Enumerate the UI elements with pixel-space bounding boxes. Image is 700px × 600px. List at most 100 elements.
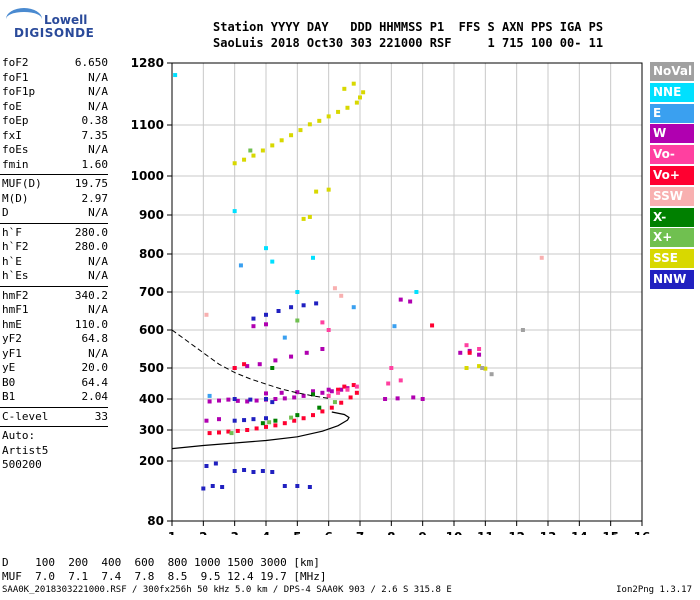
data-point-vo-: [336, 387, 341, 392]
data-point-w: [301, 393, 306, 398]
param-value: N/A: [88, 303, 108, 316]
param-value: 0.38: [81, 114, 109, 127]
y-tick-label: 300: [139, 423, 164, 437]
data-point-w: [477, 352, 482, 357]
data-point-nnw: [210, 484, 215, 488]
file-info-footer: SAA0K_2018303221000.RSF / 300fx256h 50 k…: [2, 585, 452, 595]
data-point-nnw: [232, 397, 237, 401]
data-point-w: [458, 350, 463, 355]
param-name: 500200: [2, 458, 42, 471]
data-point-vo-: [386, 381, 391, 386]
scaled-param-row: yE 20.0: [0, 361, 168, 376]
data-point-w: [411, 395, 416, 400]
data-point-sse: [289, 133, 294, 138]
param-name: hmF2: [2, 288, 29, 302]
data-point-w: [289, 354, 294, 359]
param-name: fxI: [2, 128, 22, 142]
param-value: 340.2: [74, 288, 108, 302]
x-tick-label: 1: [168, 530, 176, 535]
data-point-vo-: [217, 430, 221, 435]
ionogram-chart: 1234567891011121314151680200300400500600…: [131, 56, 650, 535]
x-tick-label: 14: [571, 530, 588, 535]
param-name: C-level: [2, 409, 49, 423]
param-name: fmin: [2, 157, 29, 171]
data-point-nnw: [232, 469, 237, 473]
data-point-nnw: [270, 400, 275, 405]
data-point-w: [295, 390, 300, 395]
data-point-nnw: [276, 309, 281, 313]
header-line2: SaoLuis 2018 Oct30 303 221000 RSF 1 715 …: [213, 36, 604, 50]
data-point-nnw: [295, 484, 300, 488]
data-point-vo-: [467, 350, 472, 355]
data-point-nne: [232, 209, 237, 214]
y-tick-label: 1000: [131, 169, 164, 183]
scaled-param-row: foF1 N/A: [0, 71, 168, 86]
scaled-param-row: B0 64.4: [0, 376, 168, 391]
data-point-w: [245, 364, 250, 369]
data-point-vo-: [232, 366, 237, 370]
data-point-vo-: [207, 431, 212, 436]
data-point-sse: [301, 216, 306, 221]
logo-line1: Lowell: [44, 13, 88, 27]
data-point-sse: [270, 143, 275, 148]
data-point-x-: [317, 405, 322, 410]
muf-dashed-curve: [171, 329, 329, 399]
param-value: N/A: [88, 269, 108, 282]
station-header: Station YYYY DAY DDD HHMMSS P1 FFS S AXN…: [213, 19, 603, 51]
data-point-sse: [342, 86, 347, 91]
data-point-w: [251, 324, 256, 329]
scaled-param-row: yF2 64.8: [0, 332, 168, 347]
data-point-vo-: [242, 362, 247, 367]
y-tick-label: 1100: [131, 118, 164, 132]
scaled-parameters-panel: foF2 6.650 foF1 N/A foF1p N/A foE N/A foEp 0.38 fx…: [0, 56, 168, 473]
data-point-w: [217, 398, 221, 403]
param-value: N/A: [88, 143, 108, 156]
distance-muf-table: D 100 200 400 600 800 1000 1500 3000 [km…: [2, 556, 327, 584]
data-point-noval: [520, 328, 525, 332]
data-point-w: [408, 299, 413, 304]
panel-separator: [0, 426, 108, 427]
x-tick-label: 9: [418, 530, 426, 535]
data-point-nnw: [251, 470, 256, 474]
data-point-vo-: [282, 421, 287, 426]
data-point-sse: [251, 153, 256, 158]
param-name: Auto:: [2, 429, 36, 442]
scaled-param-row: M(D) 2.97: [0, 192, 168, 207]
data-point-sse: [361, 90, 366, 95]
data-point-nnw: [264, 397, 268, 401]
data-point-x-: [267, 420, 272, 425]
data-point-nne: [414, 290, 419, 294]
param-value: 280.0: [74, 225, 108, 239]
data-point-e: [238, 263, 243, 268]
param-value: 110.0: [74, 317, 108, 331]
scaled-param-row: h`F2 280.0: [0, 240, 168, 255]
data-point-sse: [336, 109, 341, 114]
param-name: MUF(D): [2, 177, 42, 190]
data-point-sse: [279, 138, 284, 143]
param-name: yF2: [2, 332, 22, 345]
x-tick-label: 12: [508, 530, 525, 535]
data-point-w: [398, 297, 403, 302]
data-point-x-: [289, 415, 294, 420]
legend-item: X-: [650, 207, 694, 227]
data-point-nnw: [213, 461, 218, 466]
data-point-ssw: [332, 286, 337, 291]
scaled-param-row: foE N/A: [0, 100, 168, 115]
data-point-w: [292, 395, 297, 400]
data-point-sse: [483, 366, 488, 371]
data-point-sse: [345, 105, 350, 110]
data-point-sse: [354, 100, 359, 105]
scaled-param-row: yF1 N/A: [0, 347, 168, 362]
data-point-vo-: [226, 429, 231, 434]
data-point-vo-: [348, 395, 353, 400]
legend-item: SSW: [650, 186, 694, 206]
data-point-vo-: [326, 328, 331, 332]
data-point-w: [326, 387, 331, 392]
param-value: 1.60: [81, 157, 109, 171]
x-tick-label: 5: [293, 530, 301, 535]
data-point-sse: [242, 157, 247, 162]
data-point-w: [420, 397, 425, 401]
data-point-vo-: [292, 418, 297, 423]
data-point-sse: [358, 95, 362, 100]
data-point-e: [392, 324, 397, 329]
